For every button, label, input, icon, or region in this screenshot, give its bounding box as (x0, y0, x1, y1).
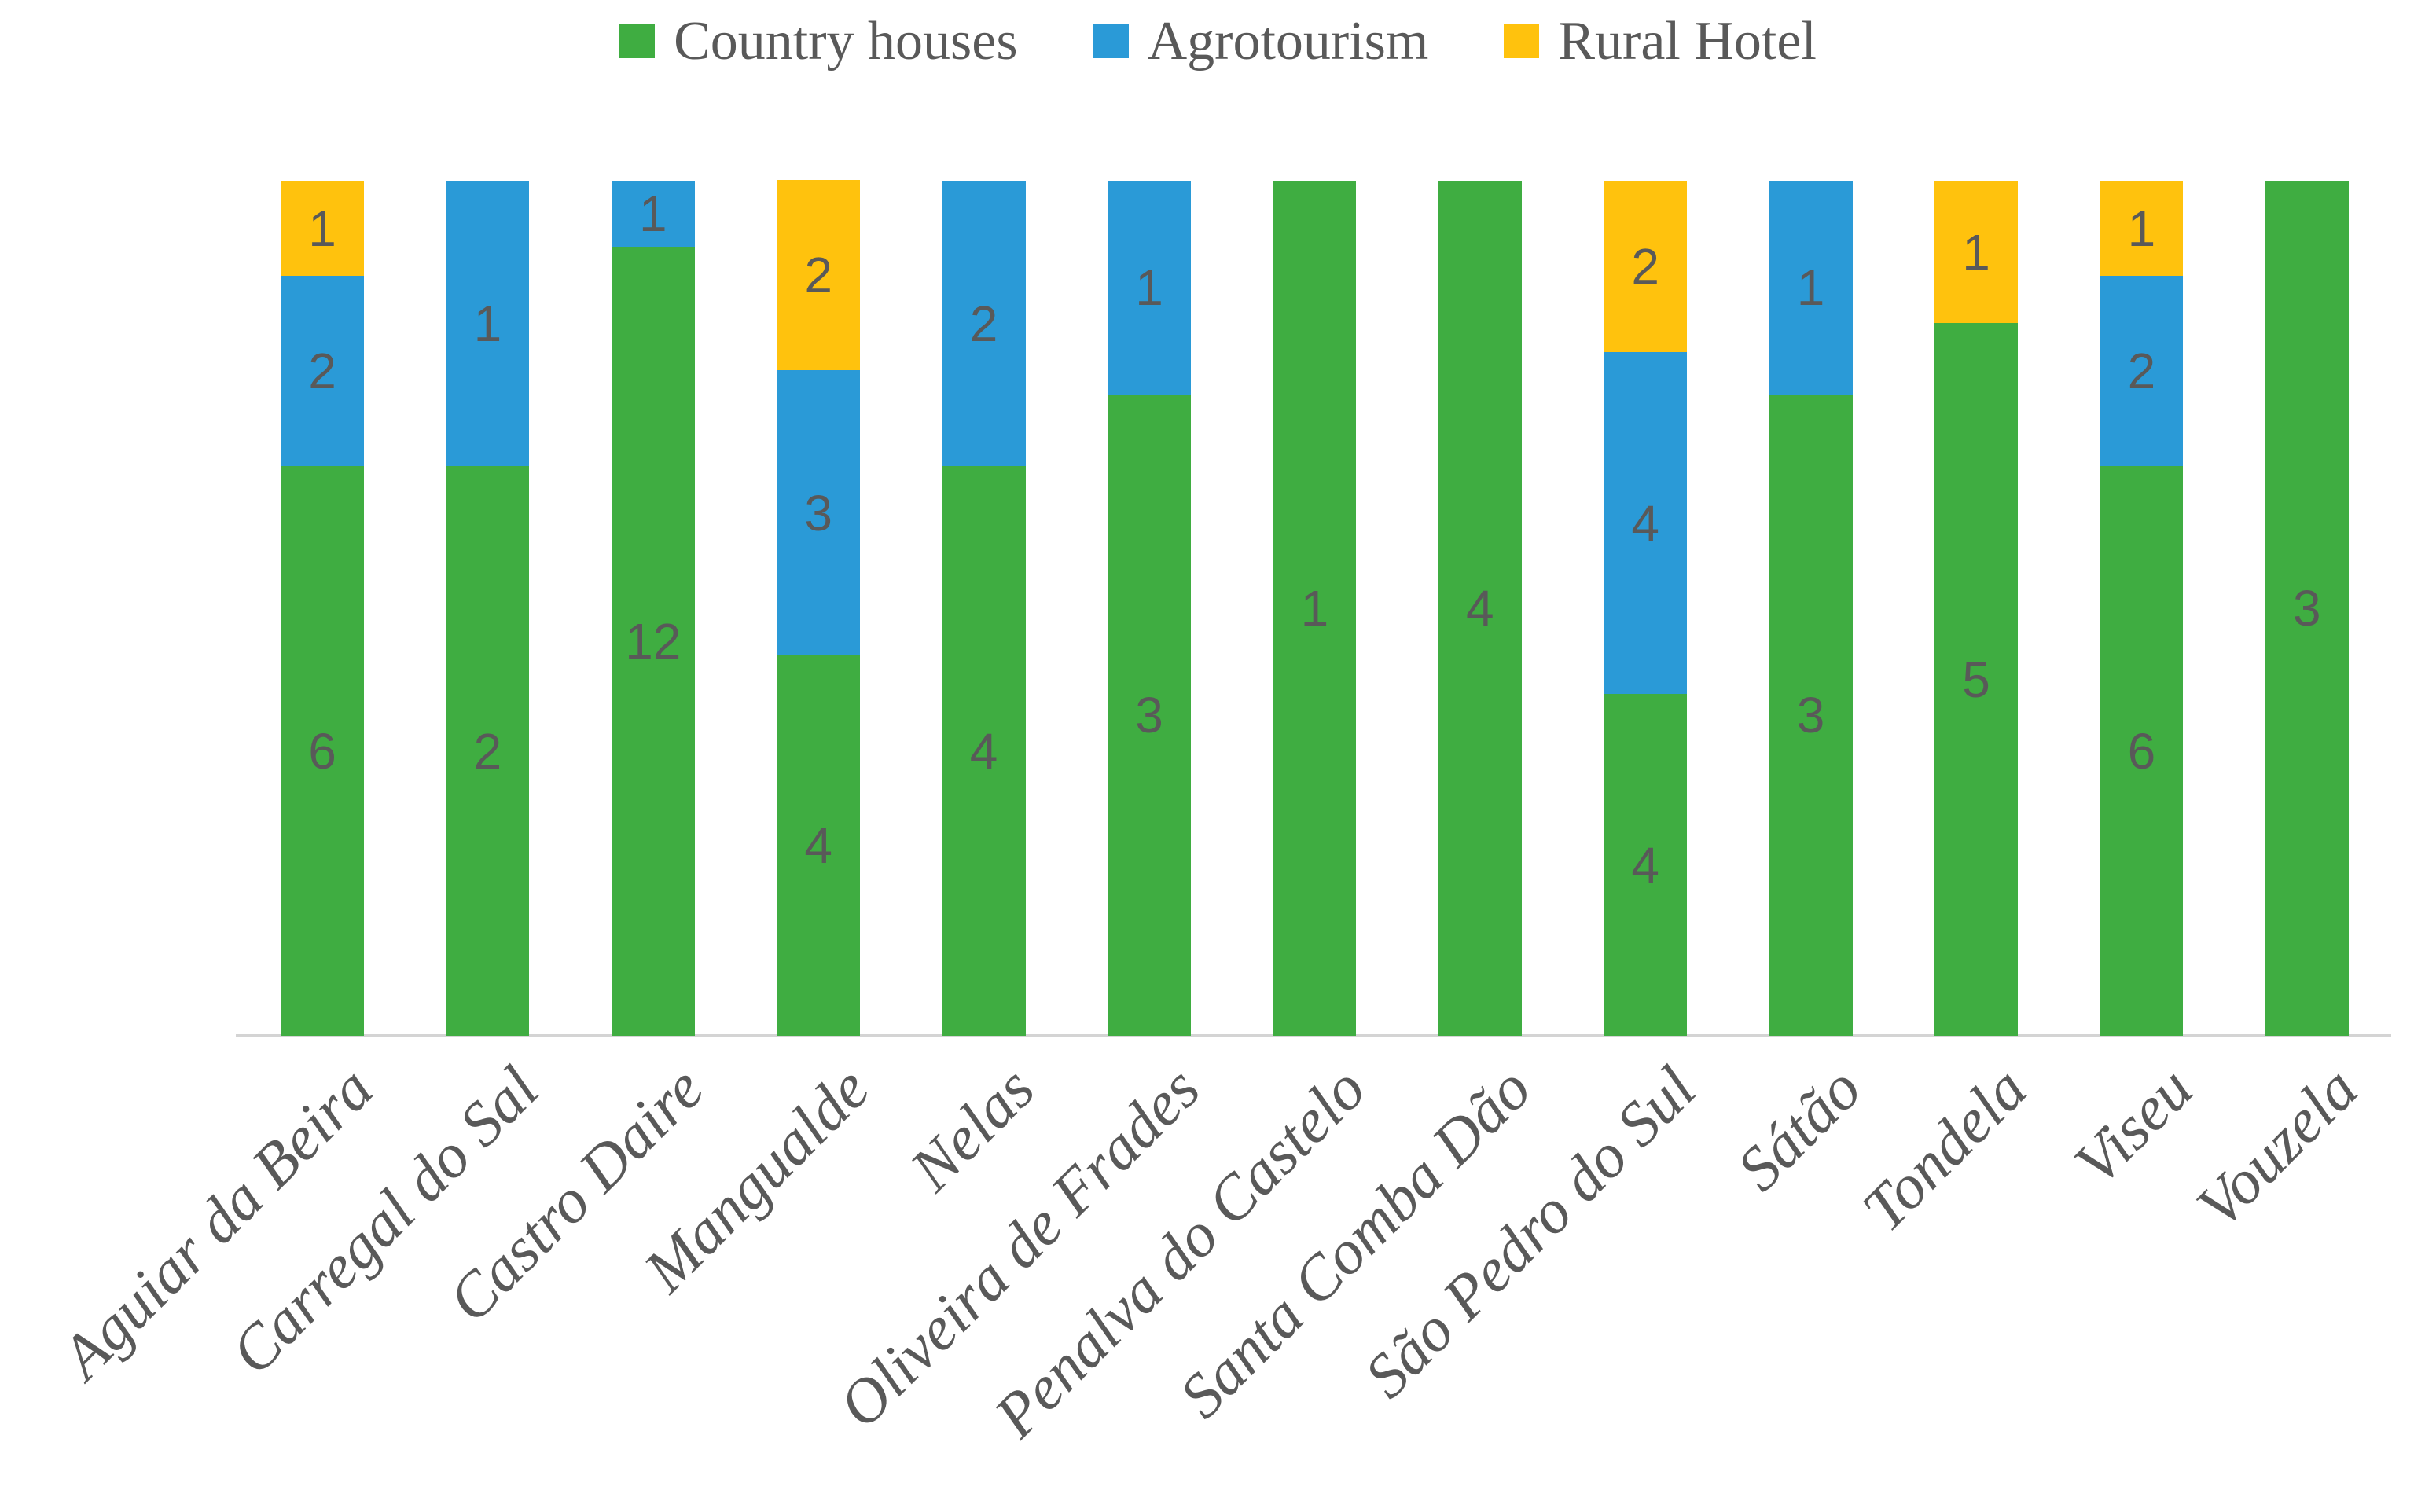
segment-agrotourism: 2 (942, 181, 1026, 466)
segment-agrotourism: 2 (2100, 276, 2184, 466)
legend-item-agrotourism: Agrotourism (1093, 11, 1429, 72)
segment-country-houses: 4 (942, 466, 1026, 1036)
segment-value-label: 4 (969, 722, 998, 780)
segment-value-label: 3 (2293, 580, 2321, 637)
segment-value-label: 4 (1631, 836, 1659, 894)
segment-country-houses: 2 (446, 466, 530, 1036)
segment-value-label: 2 (969, 295, 998, 352)
segment-value-label: 1 (308, 200, 336, 257)
segment-agrotourism: 1 (446, 181, 530, 466)
segment-agrotourism: 1 (1769, 181, 1853, 395)
bar-penalva-do-castelo: 1 (1273, 181, 1357, 1036)
segment-rural-hotel: 1 (281, 181, 364, 276)
segment-agrotourism: 1 (611, 181, 695, 247)
x-axis-label-viseu: Viseu (2061, 1054, 2206, 1198)
legend-label: Agrotourism (1147, 11, 1429, 72)
legend-item-country-houses: Country houses (619, 11, 1018, 72)
x-axis-label-vouzela: Vouzela (2184, 1054, 2372, 1242)
x-axis-label-nelas: Nelas (897, 1054, 1049, 1205)
legend-label: Country houses (674, 11, 1018, 72)
segment-value-label: 1 (2127, 200, 2156, 257)
segment-agrotourism: 2 (281, 276, 364, 466)
segment-value-label: 4 (1466, 580, 1494, 637)
bar-mangualde: 4 3 2 (777, 180, 861, 1036)
segment-agrotourism: 1 (1108, 181, 1191, 395)
legend-item-rural-hotel: Rural Hotel (1504, 11, 1817, 72)
bar-castro-daire: 12 1 (611, 181, 695, 1036)
bar-são-pedro-do-sul: 4 4 2 (1604, 181, 1688, 1036)
x-axis-label-sátão: Sátão (1724, 1054, 1876, 1205)
segment-rural-hotel: 1 (2100, 181, 2184, 276)
segment-country-houses: 3 (2265, 181, 2349, 1036)
segment-value-label: 3 (804, 484, 832, 541)
bar-aguiar-da-beira: 6 2 1 (281, 181, 364, 1036)
segment-rural-hotel: 1 (1934, 181, 2018, 323)
segment-value-label: 2 (804, 247, 832, 303)
segment-value-label: 2 (473, 722, 502, 780)
segment-country-houses: 4 (1604, 694, 1688, 1036)
bar-viseu: 6 2 1 (2100, 181, 2184, 1036)
legend-swatch-icon (1504, 24, 1540, 58)
legend-swatch-icon (1093, 24, 1129, 58)
segment-value-label: 1 (639, 185, 667, 242)
x-axis-label-tondela: Tondela (1849, 1054, 2041, 1245)
segment-value-label: 4 (804, 817, 832, 874)
segment-value-label: 6 (2127, 722, 2156, 780)
bar-santa-comba-dão: 4 (1438, 181, 1522, 1036)
segment-value-label: 2 (2127, 343, 2156, 399)
legend-label: Rural Hotel (1558, 11, 1817, 72)
segment-value-label: 12 (625, 613, 682, 670)
segment-value-label: 2 (308, 343, 336, 399)
segment-country-houses: 1 (1273, 181, 1357, 1036)
segment-country-houses: 3 (1108, 395, 1191, 1036)
segment-country-houses: 3 (1769, 395, 1853, 1036)
segment-country-houses: 6 (2100, 466, 2184, 1036)
segment-value-label: 3 (1796, 687, 1825, 743)
legend-swatch-icon (619, 24, 656, 58)
segment-value-label: 1 (1300, 580, 1329, 637)
segment-agrotourism: 3 (777, 370, 861, 655)
bar-vouzela: 3 (2265, 181, 2349, 1036)
segment-value-label: 6 (308, 722, 336, 780)
segment-value-label: 1 (1796, 259, 1825, 316)
segment-country-houses: 4 (777, 655, 861, 1036)
segment-value-label: 1 (473, 295, 502, 352)
legend: Country houses Agrotourism Rural Hotel (0, 11, 2436, 72)
x-axis-line (236, 1034, 2391, 1037)
segment-country-houses: 6 (281, 466, 364, 1036)
segment-value-label: 1 (1962, 223, 1990, 281)
segment-country-houses: 5 (1934, 323, 2018, 1036)
segment-country-houses: 12 (611, 247, 695, 1036)
segment-value-label: 1 (1135, 259, 1163, 316)
segment-rural-hotel: 2 (777, 180, 861, 370)
segment-country-houses: 4 (1438, 181, 1522, 1036)
segment-value-label: 5 (1962, 651, 1990, 708)
segment-value-label: 2 (1631, 238, 1659, 295)
segment-value-label: 4 (1631, 494, 1659, 552)
segment-rural-hotel: 2 (1604, 181, 1688, 352)
segment-agrotourism: 4 (1604, 352, 1688, 694)
segment-value-label: 3 (1135, 687, 1163, 743)
